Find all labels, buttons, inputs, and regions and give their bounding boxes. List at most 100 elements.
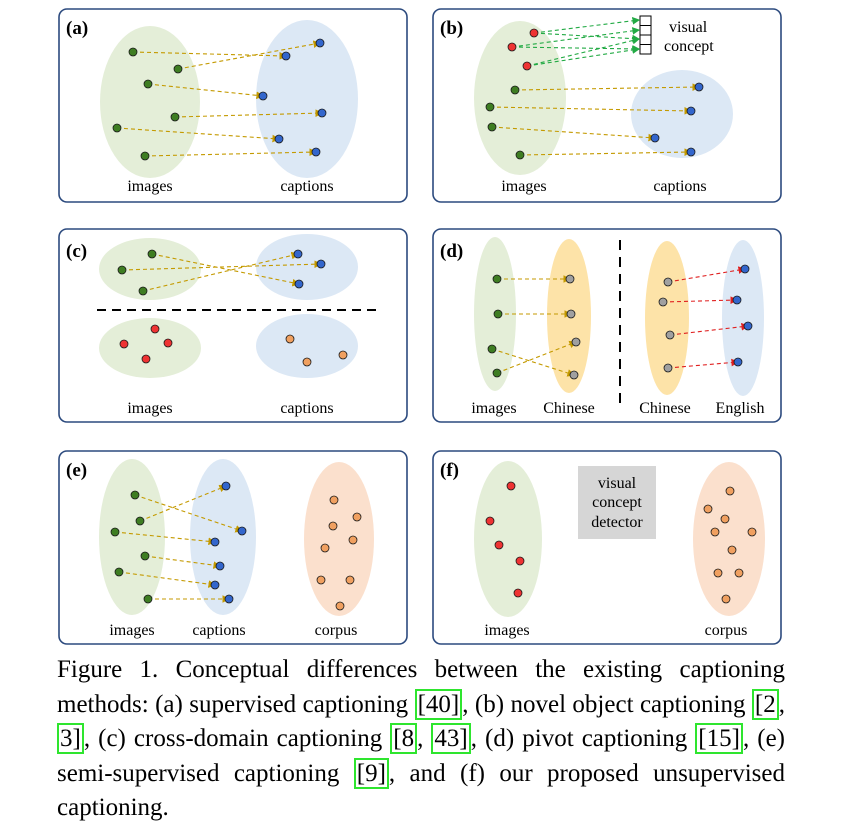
image-chinese-arrows <box>491 275 578 377</box>
detector-label-line3: detector <box>591 514 643 531</box>
image-node <box>117 265 127 275</box>
english-node <box>743 321 753 331</box>
caption-node <box>210 580 220 590</box>
mapping-arrows <box>121 251 323 292</box>
chinese-node <box>665 330 675 340</box>
target-image-node <box>163 338 173 348</box>
corpus-node <box>335 601 345 611</box>
english-label: English <box>716 400 765 417</box>
novel-object-node <box>522 61 532 71</box>
target-caption-node <box>338 350 348 360</box>
caption-nodes <box>210 481 247 604</box>
panel-b: (b) visual concept <box>432 8 782 203</box>
image-node <box>510 85 520 95</box>
mapping-arrow <box>147 83 265 100</box>
citation-link[interactable]: [15] <box>695 723 743 754</box>
mapping-arrows <box>114 484 244 603</box>
figure-caption: Figure 1. Conceptual differences between… <box>57 653 785 826</box>
captions-label: captions <box>280 400 333 417</box>
image-node <box>485 516 495 526</box>
caption-text: , <box>417 725 432 752</box>
citation-link[interactable]: 43] <box>431 723 471 754</box>
mapping-arrow <box>139 484 228 522</box>
corpus-nodes <box>316 495 362 611</box>
concept-arrows <box>511 16 641 67</box>
mapping-arrow <box>174 109 324 118</box>
panel-f-tag: (f) <box>440 460 459 481</box>
images-label: images <box>127 400 172 417</box>
image-node <box>147 249 157 259</box>
panel-b-tag: (b) <box>440 18 463 39</box>
target-image-node <box>119 339 129 349</box>
image-node <box>494 540 504 550</box>
image-node <box>513 588 523 598</box>
detector-label-line1: visual <box>598 475 637 492</box>
captions-label: captions <box>653 178 706 195</box>
image-node <box>487 122 497 132</box>
images-label: images <box>484 622 529 639</box>
corpus-ellipse <box>693 462 765 616</box>
panel-e: (e) <box>58 450 408 645</box>
images-ellipse <box>474 461 542 617</box>
target-image-nodes <box>119 324 173 364</box>
corpus-node <box>348 535 358 545</box>
corpus-label: corpus <box>705 622 748 639</box>
caption-text: Figure 1. Conceptual differences between… <box>57 656 785 718</box>
captions-ellipse <box>631 70 733 158</box>
mapping-arrow <box>144 555 222 569</box>
image-node <box>173 64 183 74</box>
image-node <box>140 151 150 161</box>
image-node <box>492 274 502 284</box>
caption-node <box>650 133 660 143</box>
image-nodes <box>485 85 525 160</box>
images-label: images <box>471 400 516 417</box>
target-caption-nodes <box>285 334 348 367</box>
citation-link[interactable]: [8 <box>390 723 418 754</box>
image-node <box>140 551 150 561</box>
mapping-arrow <box>667 266 747 283</box>
chinese-nodes-right <box>658 277 675 373</box>
image-node <box>170 112 180 122</box>
citation-link[interactable]: [9] <box>353 757 389 789</box>
chinese-node <box>663 363 673 373</box>
image-node <box>114 567 124 577</box>
target-caption-node <box>302 357 312 367</box>
corpus-node <box>727 545 737 555</box>
corpus-node <box>710 527 720 537</box>
citation-link[interactable]: [2 <box>751 688 779 720</box>
panel-f: (f) visual concept detector images corpu… <box>432 450 782 645</box>
english-ellipse <box>722 240 764 396</box>
target-caption-node <box>285 334 295 344</box>
images-label: images <box>501 178 546 195</box>
panel-a: (a) images captions <box>58 8 408 203</box>
captions-ellipse <box>190 459 256 615</box>
chinese-node <box>569 370 579 380</box>
panel-a-tag: (a) <box>66 18 88 39</box>
panel-d-frame <box>432 228 782 423</box>
caption-node <box>210 537 220 547</box>
citation-link[interactable]: [40] <box>414 688 463 720</box>
image-node <box>515 556 525 566</box>
corpus-node <box>734 568 744 578</box>
image-node <box>112 123 122 133</box>
citation-link[interactable]: 3] <box>57 723 84 754</box>
image-node <box>143 594 153 604</box>
images-ellipse <box>474 21 566 175</box>
corpus-node <box>725 486 735 496</box>
mapping-arrow <box>121 260 323 271</box>
chinese-node <box>571 337 581 347</box>
mapping-arrow <box>134 494 244 533</box>
panel-c-tag: (c) <box>66 241 87 262</box>
caption-node <box>274 134 284 144</box>
mapping-arrow <box>526 36 641 67</box>
panel-c: (c) image <box>58 228 408 423</box>
caption-text: , (e) semi-supervised captioning <box>57 725 786 787</box>
caption-node <box>293 249 303 259</box>
mapping-arrow <box>669 322 750 336</box>
mapping-arrow <box>533 16 641 34</box>
corpus-node <box>329 495 339 505</box>
caption-node <box>686 106 696 116</box>
caption-text: , (c) cross-domain captioning <box>83 725 391 752</box>
mapping-arrow <box>114 531 217 546</box>
image-node <box>506 481 516 491</box>
